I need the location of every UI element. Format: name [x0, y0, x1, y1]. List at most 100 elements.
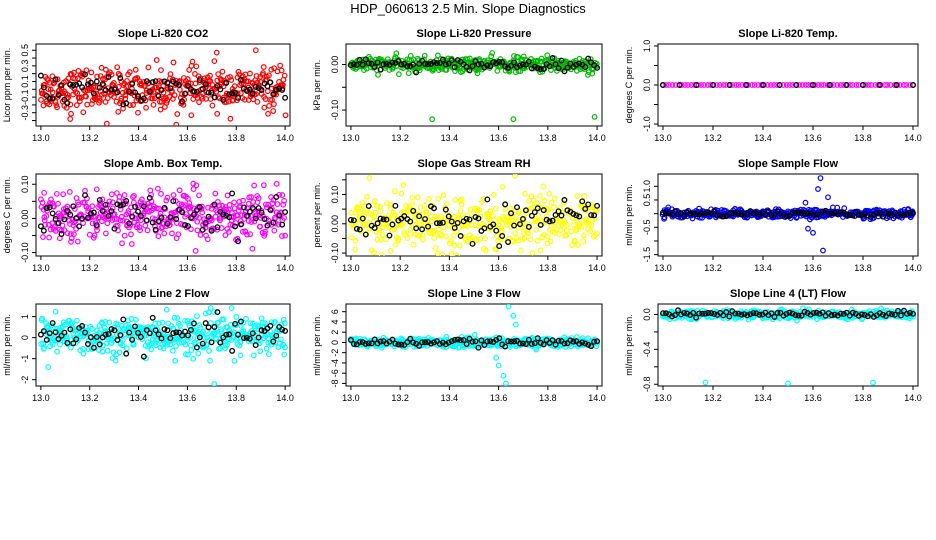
data-point-black [735, 310, 742, 317]
data-point [847, 82, 853, 88]
data-point [49, 341, 56, 348]
data-point-black [528, 341, 535, 347]
data-point-black [64, 339, 71, 346]
data-point-black [105, 74, 112, 80]
data-point-black [211, 201, 218, 208]
panel-8: Slope Line 3 Flow ml/min per min. 13.0 13.2… [312, 288, 606, 403]
x-tick-label: 13.8 [539, 133, 557, 143]
data-point [387, 247, 394, 254]
data-point [830, 82, 837, 88]
data-point [193, 63, 200, 70]
x-tick-label: 13.4 [130, 393, 148, 403]
data-point-black [61, 96, 68, 103]
data-point-black [380, 216, 387, 223]
data-point-black [442, 206, 449, 213]
data-point [207, 72, 213, 79]
data-point-black [73, 336, 80, 343]
data-point [182, 341, 189, 348]
x-tick-label: 13.6 [804, 393, 822, 403]
data-point [266, 102, 272, 109]
plot-frame [657, 173, 919, 257]
data-point [416, 233, 423, 239]
data-point-black [140, 203, 147, 210]
data-point-black [849, 309, 856, 316]
data-point [678, 82, 685, 88]
data-point [460, 215, 467, 222]
data-point-black [37, 223, 44, 230]
data-point-black [675, 211, 682, 218]
data-point-black [514, 204, 520, 211]
data-point-black [813, 309, 820, 316]
data-point [67, 344, 74, 351]
data-point-black [416, 60, 423, 67]
data-point-black [61, 329, 68, 336]
data-point-black [744, 312, 751, 319]
data-point-black [185, 332, 191, 339]
data-point-black [484, 62, 491, 69]
data-point-black [58, 231, 65, 237]
data-point-black [573, 212, 580, 219]
data-point-black [383, 216, 390, 223]
data-point [666, 313, 673, 320]
data-point [167, 341, 174, 348]
data-point [121, 192, 128, 198]
data-point [590, 233, 597, 240]
data-point [535, 212, 542, 219]
data-point-black [663, 310, 669, 317]
data-point [525, 230, 532, 237]
data-point-black [229, 347, 236, 354]
data-point [551, 204, 557, 211]
data-point-black [140, 353, 147, 360]
data-point-black [810, 82, 816, 88]
data-point [527, 236, 534, 243]
data-point [102, 230, 109, 237]
data-point [526, 197, 532, 204]
data-point-black [365, 203, 372, 210]
data-point-black [738, 311, 745, 318]
data-point-black [173, 216, 180, 222]
data-point-black [425, 339, 431, 346]
y-tick-label: 4 [330, 319, 340, 324]
data-point-black [135, 329, 141, 336]
x-tick-label: 14.0 [588, 133, 606, 143]
data-point [348, 234, 355, 241]
data-point-black [196, 204, 203, 210]
data-point-black [885, 310, 892, 317]
data-point [237, 90, 244, 97]
data-point [231, 205, 238, 212]
panel-6: Slope Sample Flow ml/min per min. 13.0 13.2… [624, 158, 922, 273]
data-point [412, 222, 419, 229]
data-point-black [451, 64, 458, 71]
data-point-black [448, 338, 455, 345]
data-point [482, 247, 489, 254]
data-point-black [238, 77, 244, 83]
data-point [150, 101, 157, 108]
outlier-point [512, 321, 519, 328]
data-point [363, 230, 370, 237]
data-point [272, 319, 278, 325]
data-point-black [431, 205, 437, 212]
data-point-black [490, 221, 497, 228]
data-point-black [135, 208, 141, 215]
data-point-black [776, 82, 783, 88]
x-tick-label: 13.0 [342, 133, 360, 143]
data-point [824, 82, 831, 88]
data-point-black [419, 339, 426, 346]
x-tick-label: 14.0 [276, 263, 294, 273]
data-point-black [152, 226, 159, 233]
data-point-black [102, 201, 109, 208]
y-tick-label: 1.0 [642, 40, 652, 53]
data-point-black [744, 211, 751, 218]
data-point-black [350, 341, 357, 347]
data-point [102, 66, 109, 73]
data-point-black [123, 350, 130, 357]
data-point [117, 217, 124, 224]
data-point [493, 246, 500, 253]
data-point-black [111, 225, 118, 232]
data-point-black [549, 217, 556, 224]
data-point [393, 50, 400, 57]
data-point [735, 82, 742, 88]
data-point-black [365, 60, 372, 67]
data-point [208, 217, 215, 224]
x-tick-label: 14.0 [276, 393, 294, 403]
